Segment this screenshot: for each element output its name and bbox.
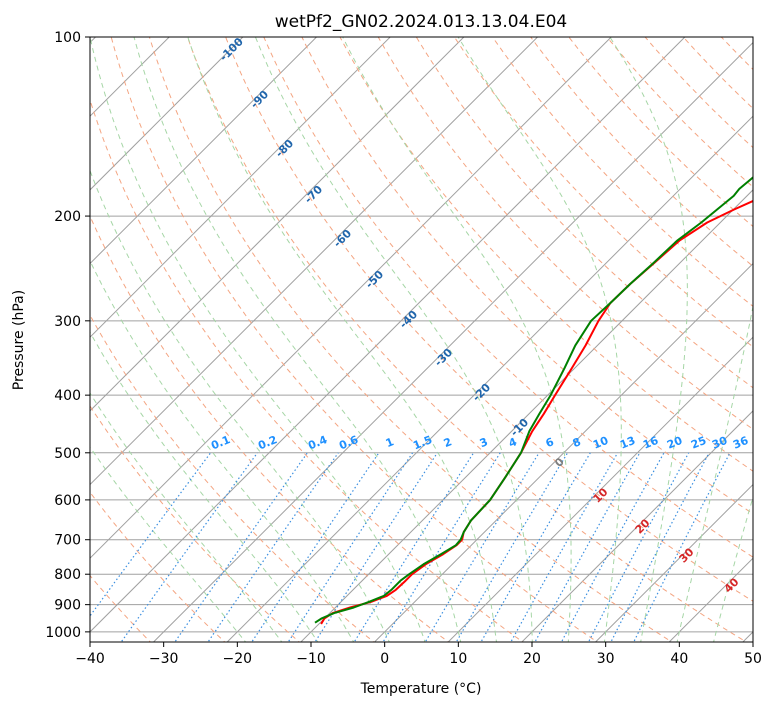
- dry-adiabat-line: [110, 37, 599, 642]
- mixing-ratio-label: 30: [710, 434, 729, 452]
- dry-adiabat-line: [263, 37, 753, 558]
- mixing-ratio-label: 10: [591, 434, 610, 452]
- dewpoint-line: [314, 176, 753, 624]
- y-axis-label: Pressure (hPa): [11, 290, 27, 390]
- x-tick-label: 50: [744, 651, 762, 667]
- moist-adiabat-line: [254, 37, 533, 642]
- moist-adiabat-line: [187, 37, 498, 642]
- moist-adiabat-line: [457, 37, 622, 642]
- x-tick-label: −40: [75, 651, 105, 667]
- moist-adiabat-line: [90, 37, 426, 642]
- mixing-ratio-label: 25: [689, 434, 708, 452]
- isotherm-line: [90, 37, 465, 412]
- mixing-ratio-line: [207, 452, 339, 642]
- y-tick-label: 200: [54, 209, 81, 225]
- mixing-ratio-line: [534, 452, 641, 642]
- profile-lines: [314, 176, 753, 625]
- mixing-ratio-label: 20: [665, 434, 684, 452]
- dry-adiabat-line: [225, 37, 753, 602]
- mixing-ratio-label: 16: [641, 434, 660, 452]
- isotherm-line: [447, 336, 753, 642]
- isotherm-line: [90, 37, 612, 559]
- x-axis-label: Temperature (°C): [360, 681, 482, 697]
- mixing-ratio-label: 3: [478, 435, 490, 450]
- mixing-ratio-line: [120, 452, 258, 642]
- isotherm-line: [374, 262, 753, 642]
- mixing-ratio-label: 36: [731, 434, 750, 452]
- dry-adiabat-line: [90, 98, 524, 642]
- isotherm-line: [595, 483, 753, 642]
- y-tick-label: 800: [54, 567, 81, 583]
- isotherm-line: [153, 41, 753, 642]
- isotherm-line: [90, 37, 538, 486]
- moist-adiabat-line: [609, 37, 688, 642]
- moist-adiabat-line: [342, 37, 572, 642]
- mixing-ratio-line: [314, 452, 438, 642]
- y-tick-label: 300: [54, 314, 81, 330]
- mixing-ratio-label: 1: [384, 435, 396, 450]
- moist-adiabat-line: [90, 331, 319, 642]
- y-tick-label: 1000: [45, 625, 81, 641]
- x-tick-label: 20: [523, 651, 541, 667]
- x-tick-label: 40: [670, 651, 688, 667]
- mixing-ratio-line: [174, 452, 308, 642]
- x-tick-label: 10: [449, 651, 467, 667]
- mixing-ratio-line: [251, 452, 380, 642]
- mixing-ratio-label: 2: [442, 435, 454, 450]
- dry-adiabat-line: [186, 37, 748, 642]
- mixing-ratio-label: 8: [571, 435, 583, 450]
- isotherm-line: [90, 37, 391, 338]
- y-tick-label: 600: [54, 493, 81, 509]
- x-tick-label: −30: [149, 651, 179, 667]
- x-tick-label: 0: [380, 651, 389, 667]
- mixing-ratio-line: [287, 452, 414, 642]
- background-lines: [90, 37, 753, 642]
- isotherm-line: [521, 410, 753, 642]
- y-axis: 100 200 300 400 500 600 700 800 900 1000: [45, 30, 90, 641]
- isotherm-line: [300, 189, 753, 642]
- y-tick-label: 500: [54, 446, 81, 462]
- dry-adiabat-line: [90, 314, 375, 642]
- plot-frame: [89, 36, 754, 643]
- y-tick-label: 900: [54, 598, 81, 614]
- dry-adiabat-line: [90, 574, 152, 642]
- chart-title: wetPf2_GN02.2024.013.13.04.E04: [275, 12, 567, 32]
- dry-adiabat-line: [491, 37, 753, 307]
- mixing-ratio-line: [424, 452, 540, 642]
- moist-adiabat-line: [90, 392, 283, 642]
- y-tick-label: 400: [54, 388, 81, 404]
- moist-adiabat-line: [90, 446, 247, 642]
- mixing-ratio-line: [560, 452, 665, 642]
- mixing-ratio-line: [587, 452, 690, 642]
- mixing-ratio-line: [353, 452, 475, 642]
- dry-adiabat-line: [415, 37, 753, 389]
- temperature-line: [320, 199, 753, 625]
- x-axis: −40 −30 −20 −10 0 10 20 30 40 50: [75, 642, 762, 667]
- isotherm-line: [90, 37, 244, 191]
- y-tick-label: 100: [54, 30, 81, 46]
- dry-adiabat-line: [377, 37, 753, 430]
- dry-adiabat-line: [90, 214, 450, 642]
- y-tick-label: 700: [54, 533, 81, 549]
- x-tick-label: −10: [296, 651, 326, 667]
- mixing-ratio-label: 13: [618, 434, 637, 452]
- dry-adiabat-line: [90, 405, 301, 642]
- isotherm-line: [90, 37, 317, 265]
- mixing-ratio-line: [90, 452, 212, 618]
- moist-adiabat-line: [90, 259, 355, 642]
- isotherm-line: [90, 37, 686, 633]
- dry-adiabat-line: [148, 37, 673, 642]
- x-tick-label: 30: [597, 651, 615, 667]
- x-tick-label: −20: [223, 651, 253, 667]
